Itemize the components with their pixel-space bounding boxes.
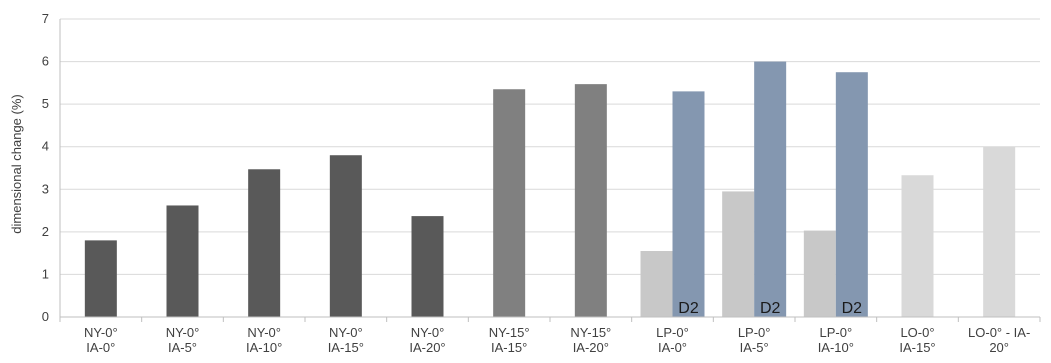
y-tick-label: 5 xyxy=(42,96,49,111)
x-tick-label: IA-15° xyxy=(491,340,527,355)
x-tick-label: LO-0° - IA- xyxy=(968,325,1030,340)
bar-8-4 xyxy=(754,61,787,318)
x-tick-label: IA-15° xyxy=(328,340,364,355)
bar-3-0 xyxy=(329,155,362,317)
bar-7-2 xyxy=(640,251,673,317)
bar-2-0 xyxy=(248,169,281,317)
x-tick-label: LP-0° xyxy=(819,325,852,340)
x-tick-label: NY-15° xyxy=(489,325,530,340)
bar-10-3 xyxy=(901,175,934,317)
x-tick-label: LP-0° xyxy=(656,325,689,340)
axis-layer xyxy=(59,19,1041,322)
y-axis-title: dimensional change (%) xyxy=(9,94,24,233)
x-tick-label: IA-10° xyxy=(246,340,282,355)
x-tick-label: NY-0° xyxy=(84,325,118,340)
y-tick-label: 7 xyxy=(42,11,49,26)
x-tick-label: IA-5° xyxy=(740,340,769,355)
bar-9-2 xyxy=(803,230,836,317)
bar-5-1 xyxy=(493,89,526,317)
y-tick-label: 1 xyxy=(42,266,49,281)
x-tick-label: NY-0° xyxy=(411,325,445,340)
bar-11-3 xyxy=(983,146,1016,317)
x-tick-label: NY-0° xyxy=(166,325,200,340)
bar-annotation: D2 xyxy=(760,300,781,317)
bar-4-0 xyxy=(411,216,444,317)
y-tick-label: 2 xyxy=(42,224,49,239)
x-tick-label: LO-0° xyxy=(900,325,934,340)
grid-layer xyxy=(60,18,1040,275)
x-tick-label: IA-20° xyxy=(573,340,609,355)
x-tick-label: IA-15° xyxy=(899,340,935,355)
bar-8-2 xyxy=(722,191,755,317)
x-tick-label: IA-5° xyxy=(168,340,197,355)
y-tick-label: 4 xyxy=(42,139,49,154)
bar-0-0 xyxy=(84,240,117,317)
x-tick-label: IA-20° xyxy=(409,340,445,355)
labels-layer: 01234567NY-0°IA-0°NY-0°IA-5°NY-0°IA-10°N… xyxy=(42,11,1031,355)
x-tick-label: NY-0° xyxy=(329,325,363,340)
bar-1-0 xyxy=(166,205,199,317)
bar-annotation: D2 xyxy=(842,300,863,317)
x-tick-label: IA-0° xyxy=(86,340,115,355)
bar-annotation: D2 xyxy=(678,300,699,317)
x-tick-label: LP-0° xyxy=(738,325,771,340)
bar-6-1 xyxy=(574,84,607,318)
x-tick-label: 20° xyxy=(989,340,1009,355)
y-tick-label: 3 xyxy=(42,181,49,196)
bar-9-4 xyxy=(835,72,868,317)
y-tick-label: 6 xyxy=(42,54,49,69)
y-tick-label: 0 xyxy=(42,309,49,324)
bars-layer xyxy=(84,61,1016,318)
x-tick-label: NY-0° xyxy=(247,325,281,340)
bar-7-4 xyxy=(672,91,705,317)
x-tick-label: IA-10° xyxy=(818,340,854,355)
x-tick-label: IA-0° xyxy=(658,340,687,355)
x-tick-label: NY-15° xyxy=(570,325,611,340)
